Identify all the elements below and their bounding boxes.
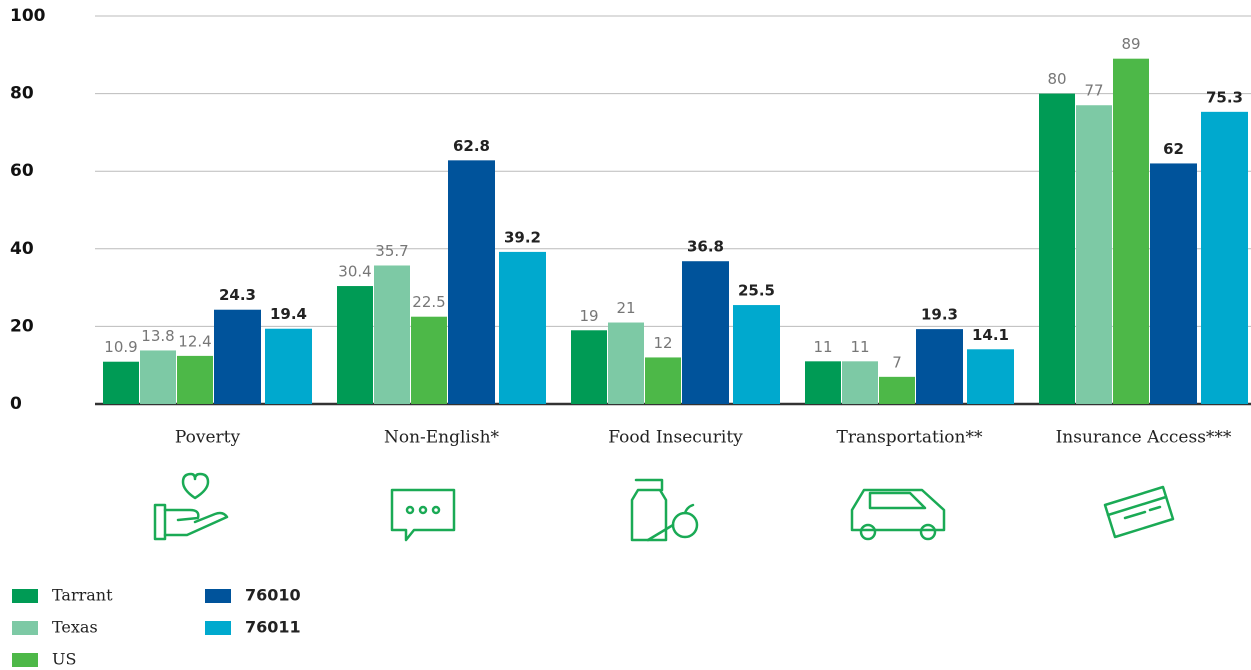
legend-label: 76010 <box>245 586 301 605</box>
value-label: 10.9 <box>104 338 137 356</box>
legend-swatch <box>12 621 38 635</box>
value-label: 25.5 <box>738 282 775 300</box>
value-label: 12 <box>653 334 672 352</box>
value-label: 89 <box>1121 35 1140 53</box>
bar <box>265 328 312 404</box>
x-tick-label: Non-English* <box>384 428 500 448</box>
bar <box>733 305 780 404</box>
value-label: 14.1 <box>972 326 1009 344</box>
speech-icon <box>390 488 456 542</box>
legend-label: US <box>52 650 76 669</box>
value-label: 19.4 <box>270 305 307 323</box>
value-label: 75.3 <box>1206 88 1243 106</box>
poverty-icon <box>153 472 229 541</box>
bar <box>842 361 878 404</box>
x-tick-label: Transportation** <box>837 428 983 448</box>
bar <box>214 309 261 404</box>
legend-label: Texas <box>52 618 98 637</box>
value-label: 22.5 <box>412 293 445 311</box>
value-label: 39.2 <box>504 228 541 246</box>
bar <box>1201 111 1248 404</box>
value-label: 80 <box>1047 70 1066 88</box>
bar <box>499 251 546 404</box>
bar <box>1150 163 1197 404</box>
bar <box>571 330 607 404</box>
y-tick-label: 100 <box>10 6 46 26</box>
y-tick-label: 80 <box>10 84 34 104</box>
bar <box>916 329 963 404</box>
bar <box>1076 105 1112 405</box>
legend-label: 76011 <box>245 618 301 637</box>
bar <box>1039 93 1075 404</box>
car-icon <box>850 488 946 541</box>
value-label: 24.3 <box>219 286 256 304</box>
x-tick-label: Insurance Access*** <box>1056 428 1232 448</box>
card-icon <box>1103 485 1175 539</box>
bar <box>103 361 139 404</box>
x-tick-label: Food Insecurity <box>608 428 743 448</box>
y-tick-label: 60 <box>10 161 34 181</box>
legend-swatch <box>205 589 231 603</box>
bar <box>805 361 841 404</box>
bar <box>374 265 410 404</box>
bar <box>682 261 729 404</box>
value-label: 36.8 <box>687 238 724 256</box>
value-label: 11 <box>813 338 832 356</box>
x-tick-label: Poverty <box>175 428 241 448</box>
y-tick-label: 20 <box>10 316 34 336</box>
food-icon <box>630 478 699 542</box>
value-label: 62 <box>1163 140 1184 158</box>
value-label: 7 <box>892 353 902 371</box>
value-label: 77 <box>1084 82 1103 100</box>
y-tick-label: 40 <box>10 239 34 259</box>
bar <box>967 349 1014 404</box>
icons <box>153 472 1175 542</box>
y-tick-label: 0 <box>10 394 22 414</box>
value-label: 13.8 <box>141 327 174 345</box>
legend-swatch <box>12 653 38 667</box>
value-label: 19 <box>579 307 598 325</box>
value-label: 62.8 <box>453 137 490 155</box>
legend-swatch <box>12 589 38 603</box>
value-label: 35.7 <box>375 242 408 260</box>
bar <box>645 357 681 404</box>
legend-label: Tarrant <box>52 586 113 605</box>
value-label: 11 <box>850 338 869 356</box>
bar <box>879 376 915 404</box>
bar <box>140 350 176 404</box>
bar <box>411 316 447 404</box>
value-label: 30.4 <box>338 263 371 281</box>
value-label: 19.3 <box>921 306 958 324</box>
bar <box>337 286 373 404</box>
bar <box>1113 58 1149 405</box>
bar <box>448 160 495 404</box>
bar <box>608 322 644 404</box>
legend-swatch <box>205 621 231 635</box>
value-label: 21 <box>616 299 635 317</box>
bar <box>177 355 213 404</box>
value-label: 12.4 <box>178 332 211 350</box>
